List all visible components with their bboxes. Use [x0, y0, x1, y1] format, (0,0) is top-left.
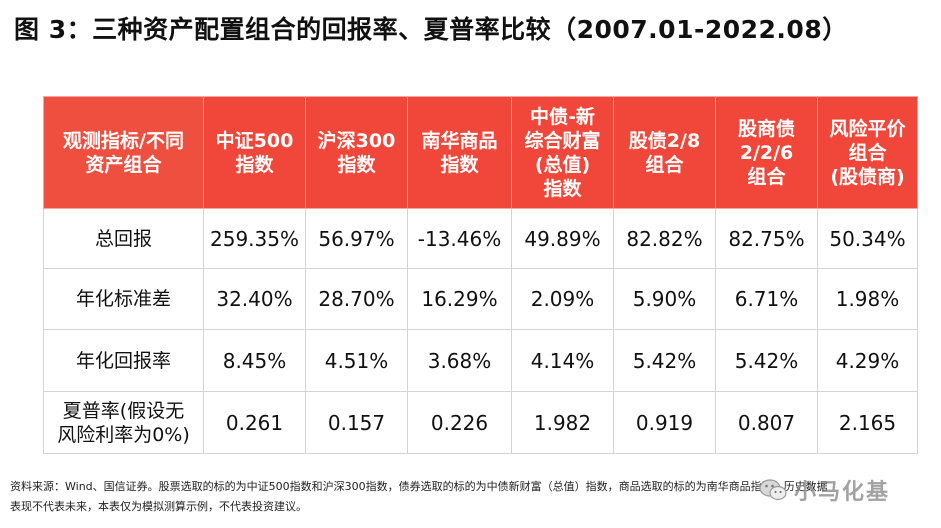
row-label: 年化标准差	[43, 268, 204, 330]
table-cell: -13.46%	[407, 208, 512, 269]
table-cell: 82.75%	[715, 208, 818, 269]
comparison-table: 观测指标/不同 资产组合 中证500 指数 沪深300 指数 南华商品 指数 中债-新综…	[43, 96, 918, 454]
table-row: 年化标准差 32.40% 28.70% 16.29% 2.09% 5.90% 6…	[43, 268, 918, 330]
watermark-text: 小马化基	[794, 480, 891, 505]
header-cell-risk-parity: 风险平价 组合 (股债商)	[817, 96, 918, 209]
table-row: 夏普率(假设无 风险利率为0%) 0.261 0.157 0.226 1.982 …	[43, 391, 918, 454]
table-cell: 32.40%	[203, 268, 306, 330]
table-cell: 0.226	[407, 391, 512, 454]
table-cell: 8.45%	[203, 329, 306, 392]
header-cell-metric: 观测指标/不同 资产组合	[43, 96, 204, 209]
table-cell: 56.97%	[305, 208, 408, 269]
table-cell: 5.42%	[613, 329, 716, 392]
table-cell: 1.982	[511, 391, 614, 454]
table-cell: 6.71%	[715, 268, 818, 330]
source-note: 资料来源：Wind、国信证券。股票选取的标的为中证500指数和沪深300指数，债…	[10, 480, 828, 493]
table-cell: 0.807	[715, 391, 818, 454]
table-cell: 28.70%	[305, 268, 408, 330]
header-cell-csi300: 沪深300 指数	[305, 96, 408, 209]
table-cell: 259.35%	[203, 208, 306, 269]
header-cell-nanhua-commodity: 南华商品 指数	[407, 96, 512, 209]
disclaimer-note: 表现不代表未来，本表仅为模拟测算示例，不代表投资建议。	[10, 500, 307, 513]
table-header-row: 观测指标/不同 资产组合 中证500 指数 沪深300 指数 南华商品 指数 中债-新综…	[43, 96, 918, 209]
header-cell-stock-bond-2-8: 股债2/8 组合	[613, 96, 716, 209]
table-cell: 49.89%	[511, 208, 614, 269]
table-cell: 0.157	[305, 391, 408, 454]
header-cell-chinabond-wealth: 中债-新 综合财富 (总值) 指数	[511, 96, 614, 209]
table-cell: 2.165	[817, 391, 918, 454]
table-cell: 3.68%	[407, 329, 512, 392]
table-cell: 2.09%	[511, 268, 614, 330]
watermark-badge: 小马化基	[758, 472, 924, 508]
table-cell: 0.261	[203, 391, 306, 454]
table-row: 总回报 259.35% 56.97% -13.46% 49.89% 82.82%…	[43, 208, 918, 269]
wechat-icon	[759, 479, 787, 501]
table-cell: 50.34%	[817, 208, 918, 269]
table-row: 年化回报率 8.45% 4.51% 3.68% 4.14% 5.42% 5.42…	[43, 329, 918, 392]
table-cell: 82.82%	[613, 208, 716, 269]
table-cell: 0.919	[613, 391, 716, 454]
header-cell-stock-commodity-bond-226: 股商债 2/2/6 组合	[715, 96, 818, 209]
table-cell: 5.90%	[613, 268, 716, 330]
header-cell-csi500: 中证500 指数	[203, 96, 306, 209]
row-label: 夏普率(假设无 风险利率为0%)	[43, 391, 204, 454]
table-cell: 4.14%	[511, 329, 614, 392]
table-cell: 4.29%	[817, 329, 918, 392]
table-cell: 16.29%	[407, 268, 512, 330]
table-cell: 5.42%	[715, 329, 818, 392]
row-label: 年化回报率	[43, 329, 204, 392]
row-label: 总回报	[43, 208, 204, 269]
table-cell: 4.51%	[305, 329, 408, 392]
table-cell: 1.98%	[817, 268, 918, 330]
page-title: 图 3：三种资产配置组合的回报率、夏普率比较（2007.01-2022.08）	[14, 15, 848, 44]
